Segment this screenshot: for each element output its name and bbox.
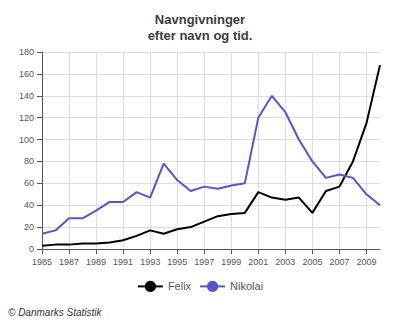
svg-text:2003: 2003 bbox=[275, 257, 295, 267]
svg-text:100: 100 bbox=[19, 135, 34, 145]
svg-text:Felix: Felix bbox=[168, 280, 192, 292]
svg-text:© Danmarks Statistik: © Danmarks Statistik bbox=[8, 307, 103, 318]
svg-text:Navngivninger: Navngivninger bbox=[155, 12, 245, 27]
svg-text:2005: 2005 bbox=[302, 257, 322, 267]
svg-text:80: 80 bbox=[24, 156, 34, 166]
svg-text:2007: 2007 bbox=[329, 257, 349, 267]
svg-text:1997: 1997 bbox=[194, 257, 214, 267]
svg-text:1985: 1985 bbox=[32, 257, 52, 267]
svg-text:efter navn og tid.: efter navn og tid. bbox=[148, 28, 253, 43]
svg-text:120: 120 bbox=[19, 113, 34, 123]
svg-text:40: 40 bbox=[24, 200, 34, 210]
svg-text:0: 0 bbox=[29, 244, 34, 254]
svg-text:180: 180 bbox=[19, 47, 34, 57]
svg-text:160: 160 bbox=[19, 69, 34, 79]
svg-text:20: 20 bbox=[24, 222, 34, 232]
svg-text:Nikolai: Nikolai bbox=[230, 280, 263, 292]
svg-text:60: 60 bbox=[24, 178, 34, 188]
svg-text:1999: 1999 bbox=[221, 257, 241, 267]
svg-text:1991: 1991 bbox=[113, 257, 133, 267]
svg-text:2001: 2001 bbox=[248, 257, 268, 267]
svg-text:1987: 1987 bbox=[59, 257, 79, 267]
svg-text:1989: 1989 bbox=[86, 257, 106, 267]
svg-text:1995: 1995 bbox=[167, 257, 187, 267]
svg-text:1993: 1993 bbox=[140, 257, 160, 267]
svg-text:140: 140 bbox=[19, 91, 34, 101]
svg-text:2009: 2009 bbox=[356, 257, 376, 267]
